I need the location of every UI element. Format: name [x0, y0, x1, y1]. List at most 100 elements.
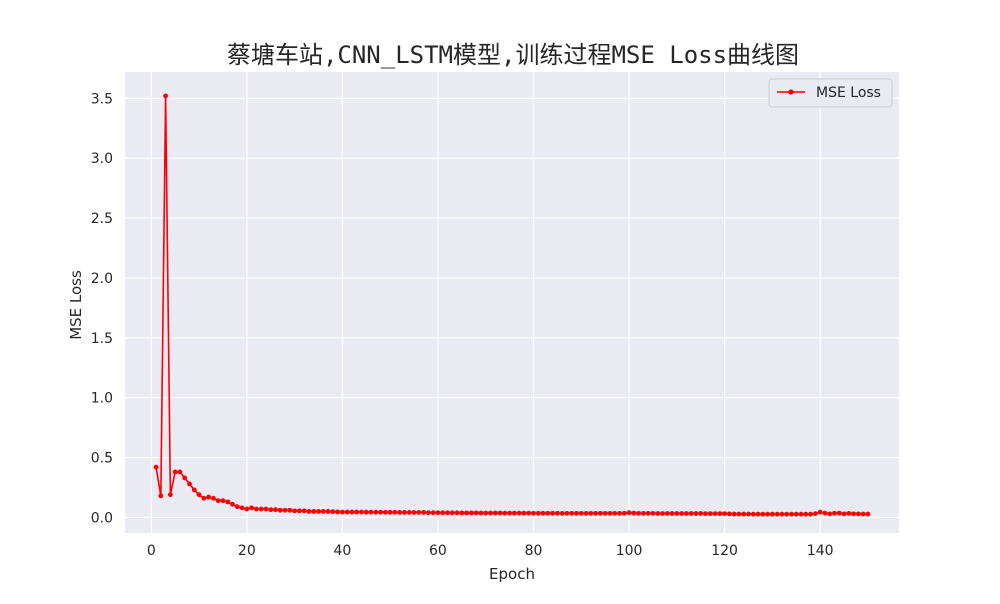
data-point: [784, 511, 790, 517]
data-point: [449, 510, 455, 516]
data-point: [445, 510, 450, 516]
data-point: [679, 511, 685, 516]
x-axis-label: Epoch: [489, 565, 535, 583]
data-point: [473, 510, 479, 516]
data-point: [191, 487, 197, 493]
data-point: [378, 509, 384, 515]
data-point: [521, 510, 527, 516]
data-point: [808, 511, 814, 517]
data-point: [669, 511, 675, 516]
data-point: [268, 507, 274, 513]
data-point: [774, 511, 780, 517]
data-point: [860, 511, 866, 517]
data-point: [531, 510, 536, 516]
data-point: [492, 510, 498, 516]
data-point: [454, 510, 460, 516]
data-point: [559, 510, 565, 516]
data-point: [712, 511, 718, 517]
data-point: [163, 93, 169, 99]
data-point: [750, 511, 756, 517]
data-point: [617, 510, 622, 516]
data-point: [726, 511, 732, 517]
data-point: [406, 510, 412, 515]
data-point: [354, 509, 360, 515]
data-point: [244, 506, 250, 512]
data-point: [789, 511, 794, 517]
data-point: [765, 511, 771, 517]
data-point: [602, 510, 608, 516]
data-point: [626, 510, 632, 516]
data-point: [440, 510, 446, 516]
data-point: [459, 510, 465, 516]
y-tick-label: 2.5: [91, 211, 113, 227]
data-point: [588, 510, 594, 516]
data-point: [359, 509, 364, 515]
data-point: [564, 510, 570, 516]
data-point: [674, 511, 680, 516]
data-point: [273, 507, 278, 513]
data-point: [392, 509, 398, 515]
y-tick-label: 1.5: [91, 331, 113, 347]
data-point: [760, 511, 766, 517]
legend-box: [768, 78, 893, 108]
data-point: [621, 510, 627, 516]
plot-area: [125, 72, 899, 533]
data-point: [316, 509, 321, 514]
data-point: [851, 511, 857, 517]
data-point: [296, 508, 302, 514]
data-point: [387, 509, 393, 515]
data-point: [292, 508, 298, 514]
legend: MSE Loss: [768, 78, 893, 108]
data-point: [172, 469, 178, 475]
data-point: [368, 509, 374, 515]
data-point: [335, 509, 341, 515]
data-point: [660, 511, 665, 516]
data-point: [698, 511, 704, 516]
data-point: [550, 510, 556, 516]
data-point: [397, 510, 403, 515]
data-point: [707, 511, 713, 517]
data-point: [411, 510, 417, 515]
data-point: [215, 498, 221, 504]
data-point: [330, 509, 336, 515]
x-tick-label: 0: [147, 543, 156, 559]
data-point: [755, 511, 761, 517]
y-tick-label: 3.5: [91, 91, 113, 107]
data-point: [253, 506, 259, 512]
data-point: [220, 498, 226, 504]
grid-lines: [125, 72, 899, 533]
data-point: [425, 510, 431, 516]
data-point: [435, 510, 441, 516]
data-point: [741, 511, 747, 517]
data-point: [865, 511, 871, 517]
data-point: [402, 510, 407, 515]
data-point: [798, 511, 804, 517]
y-tick-label: 1.0: [91, 391, 113, 407]
chart-title: 蔡塘车站,CNN_LSTM模型,训练过程MSE Loss曲线图: [227, 41, 799, 69]
data-point: [554, 510, 560, 516]
data-point: [650, 510, 656, 516]
data-point: [612, 510, 618, 516]
data-point: [339, 509, 345, 515]
data-point: [769, 511, 775, 517]
data-point: [664, 511, 670, 516]
data-point: [655, 511, 661, 516]
data-point: [578, 510, 584, 516]
data-point: [645, 510, 651, 516]
data-point: [263, 506, 269, 512]
data-point: [320, 509, 326, 514]
data-point: [478, 510, 484, 516]
data-point: [344, 509, 350, 515]
data-point: [282, 507, 288, 513]
data-point: [363, 509, 369, 515]
data-point: [187, 481, 192, 487]
data-point: [545, 510, 551, 516]
x-tick-label: 100: [616, 543, 643, 559]
data-point: [731, 511, 737, 517]
legend-label: MSE Loss: [816, 85, 881, 101]
data-point: [373, 509, 379, 515]
data-point: [703, 511, 708, 517]
data-point: [746, 511, 751, 517]
